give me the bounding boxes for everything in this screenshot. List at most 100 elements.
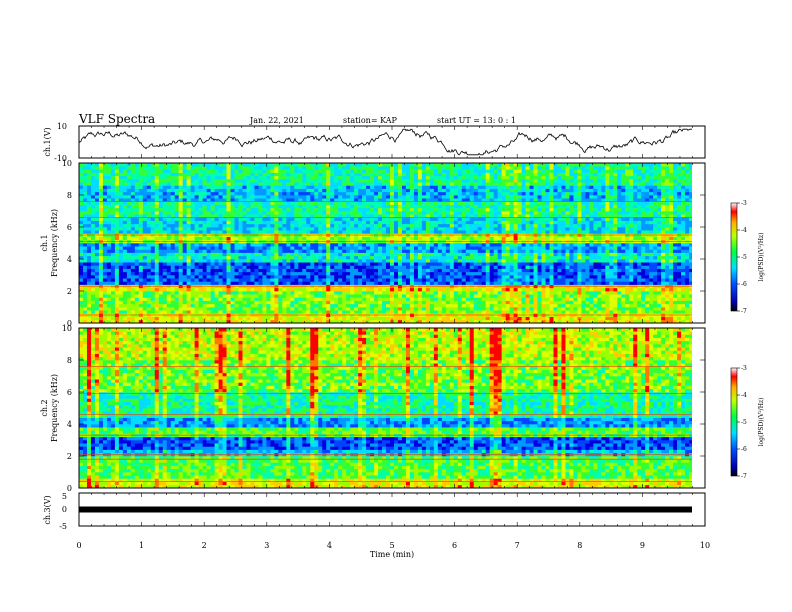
spectrogram-cell [605,278,610,282]
spectrogram-cell [226,259,231,263]
spectrogram-cell [685,300,690,305]
spectrogram-cell [545,259,550,263]
spectrogram-cell [342,307,347,311]
spectrogram-cell [469,275,475,279]
spectrogram-cell [593,310,598,314]
spectrogram-cell [154,294,160,298]
spectrogram-cell [649,230,654,234]
spectrogram-cell [485,252,490,257]
spectrogram-cell [605,255,610,260]
spectrogram-cell [158,230,164,234]
spectrogram-cell [350,303,355,308]
spectrogram-cell [122,262,128,266]
spectrogram-cell [250,262,255,266]
spectrogram-cell [469,294,475,298]
spectrogram-cell [342,255,347,260]
spectrogram-cell [194,259,199,263]
spectrogram-cell [238,230,243,234]
spectrogram-cell [158,319,164,324]
spectrogram-cell [150,294,156,298]
spectrogram-cell [234,246,239,250]
spectrogram-cell [342,262,347,266]
spectrogram-cell [302,287,307,292]
spectrogram-cell [545,255,550,260]
spectrogram-cell [525,259,530,263]
spectrogram-cell [158,316,164,321]
spectrogram-cell [509,259,514,263]
spectrogram-cell [162,252,168,257]
spectrogram-cell [234,310,239,314]
spectrogram-cell [390,310,395,314]
spectrogram-cell [457,268,463,273]
spectrogram-cell [545,275,550,279]
spectrogram-cell [390,291,395,295]
spectrogram-cell [114,243,120,247]
spectrogram-cell [386,223,391,228]
spectrogram-cell [358,307,363,311]
spectrogram-cell [166,252,172,257]
spectrogram-cell [178,278,183,282]
spectrogram-cell [318,297,323,301]
spectrogram-cell [629,243,634,247]
spectrogram-cell [673,223,678,228]
spectrogram-cell [210,281,215,285]
spectrogram-cell [226,310,231,314]
spectrogram-cell [386,294,391,298]
spectrogram-cell [409,291,415,295]
spectrogram-cell [597,262,602,266]
spectrogram-cell [449,227,455,231]
spectrogram-cell [130,227,136,231]
spectrogram-cell [382,307,387,311]
spectrogram-cell [250,287,255,292]
spectrogram-cell [677,246,682,250]
spectrogram-cell [545,310,550,314]
spectrogram-cell [513,300,518,305]
spectrogram-cell [322,291,327,295]
spectrogram-cell [601,275,606,279]
spectrogram-cell [79,278,84,282]
spectrogram-cell [633,227,638,231]
spectrogram-cell [354,303,359,308]
spectrogram-cell [314,319,319,324]
spectrogram-cell [254,275,259,279]
spectrogram-cell [393,287,399,292]
spectrogram-cell [322,265,327,269]
spectrogram-cell [605,316,610,321]
spectrogram-cell [481,259,486,263]
spectrogram-cell [469,291,475,295]
spectrogram-cell [198,294,203,298]
spectrogram-cell [469,249,475,253]
spectrogram-cell [378,294,383,298]
spectrogram-cell [549,223,554,228]
spectrogram-cell [489,294,494,298]
spectrogram-cell [393,259,399,263]
spectrogram-cell [134,246,140,250]
spectrogram-cell [346,255,351,260]
spectrogram-cell [665,297,670,301]
spectrogram-cell [306,227,311,231]
spectrogram-cell [509,262,514,266]
spectrogram-cell [202,223,207,228]
spectrogram-cell [358,227,363,231]
spectrogram-cell [557,230,562,234]
spectrogram-cell [565,255,570,260]
spectrogram-cell [501,300,506,305]
spectrogram-cell [114,275,120,279]
spectrogram-cell [222,223,227,228]
spectrogram-cell [525,307,530,311]
spectrogram-cell [126,281,132,285]
spectrogram-cell [230,262,235,266]
spectrogram-cell [573,297,578,301]
spectrogram-cell [465,227,471,231]
spectrogram-cell [441,316,447,321]
spectrogram-cell [154,236,160,241]
spectrogram-cell [437,291,443,295]
spectrogram-cell [609,255,614,260]
spectrogram-cell [585,319,590,324]
spectrogram-cell [681,252,686,257]
spectrogram-cell [437,255,443,260]
spectrogram-cell [290,310,295,314]
spectrogram-cell [445,287,451,292]
spectrogram-cell [425,310,431,314]
spectrogram-cell [362,236,367,241]
